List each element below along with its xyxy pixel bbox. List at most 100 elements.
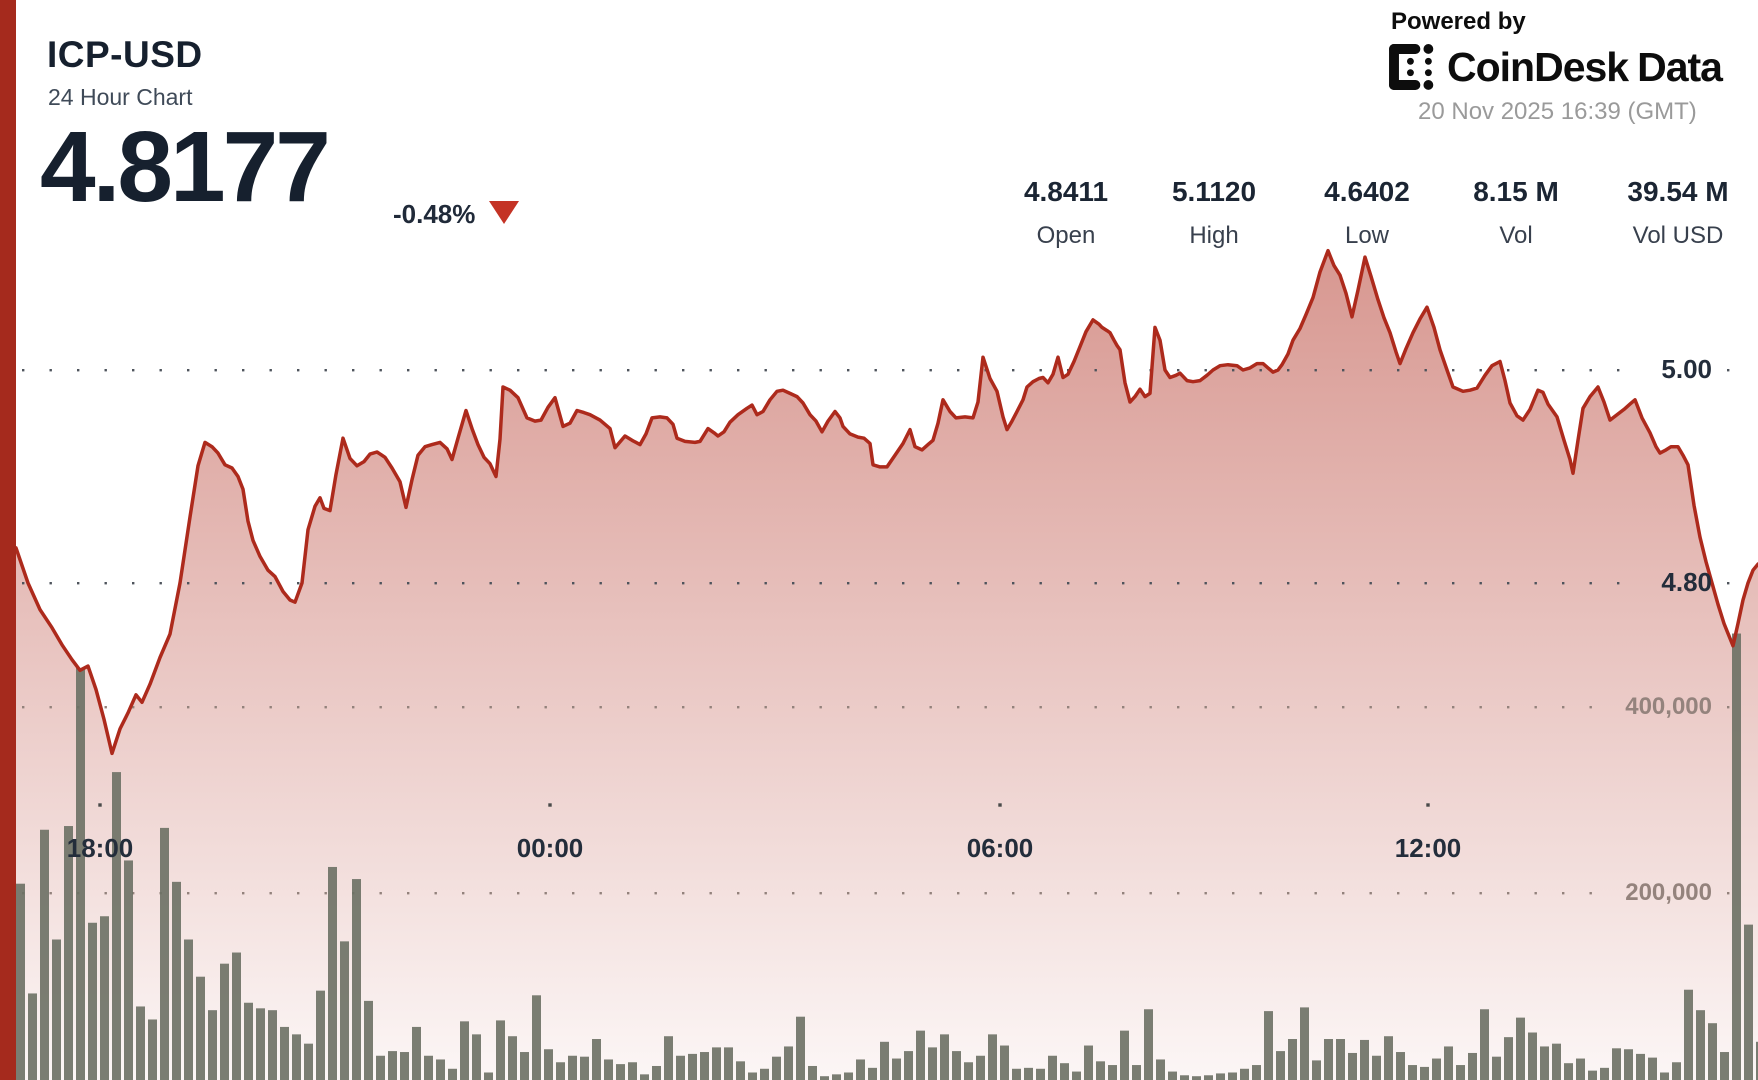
volume-bar: [964, 1062, 973, 1080]
volume-bar: [928, 1047, 937, 1080]
volume-gridline-dot: [434, 706, 437, 709]
volume-bar: [544, 1049, 553, 1080]
volume-bar: [1468, 1052, 1477, 1080]
volume-bar: [1444, 1046, 1453, 1080]
volume-gridline-dot: [682, 892, 685, 895]
volume-bar: [904, 1051, 913, 1080]
volume-bar: [592, 1039, 601, 1080]
price-gridline-dot: [214, 582, 217, 585]
volume-gridline-dot: [1039, 892, 1042, 895]
volume-gridline-dot: [984, 706, 987, 709]
price-line: [14, 248, 1758, 756]
volume-gridline-dot: [599, 892, 602, 895]
price-gridline-dot: [764, 369, 767, 372]
price-gridline-dot: [1397, 369, 1400, 372]
volume-bar: [1156, 1059, 1165, 1080]
volume-gridline-dot: [1204, 892, 1207, 895]
volume-bar: [1744, 924, 1753, 1080]
volume-gridline-dot: [1314, 706, 1317, 709]
price-gridline-dot: [1259, 582, 1262, 585]
volume-gridline-dot: [1259, 892, 1262, 895]
symbol-title: ICP-USD: [47, 34, 203, 75]
volume-bar: [724, 1047, 733, 1080]
price-gridline-dot: [214, 369, 217, 372]
stat-volume-label: Vol: [1499, 222, 1533, 249]
volume-bar: [1528, 1032, 1537, 1080]
volume-gridline-dot: [1012, 706, 1015, 709]
volume-bar: [1588, 1070, 1597, 1080]
volume-gridline-dot: [1562, 892, 1565, 895]
volume-bar: [496, 1020, 505, 1080]
volume-bar: [1504, 1037, 1513, 1080]
coindesk-logo-text-data: Data: [1637, 43, 1723, 90]
volume-bar: [40, 829, 49, 1080]
volume-bar: [1732, 633, 1741, 1080]
volume-bar: [1420, 1066, 1429, 1080]
volume-bar: [148, 1019, 157, 1080]
price-gridline-dot: [49, 582, 52, 585]
price-gridline-dot: [187, 369, 190, 372]
price-axis-tick-480: 4.80: [1661, 567, 1712, 597]
volume-gridline-dot: [819, 892, 822, 895]
volume-gridline-dot: [1589, 892, 1592, 895]
volume-gridline-dot: [929, 892, 932, 895]
volume-gridline-dot: [654, 892, 657, 895]
price-gridline-dot: [1589, 582, 1592, 585]
volume-bar: [1756, 1041, 1758, 1080]
volume-bar: [772, 1056, 781, 1080]
volume-bar: [736, 1061, 745, 1080]
price-gridline-dot: [709, 582, 712, 585]
price-gridline-dot: [1507, 369, 1510, 372]
left-accent-stripe: [0, 0, 16, 1080]
price-down-arrow-icon: [489, 201, 519, 224]
volume-bar: [844, 1072, 853, 1080]
volume-bar: [940, 1034, 949, 1080]
volume-gridline-dot: [792, 706, 795, 709]
volume-bar: [1264, 1011, 1273, 1080]
price-gridline-dot: [1589, 369, 1592, 372]
volume-gridline-dot: [22, 706, 25, 709]
chart-subtitle: 24 Hour Chart: [48, 84, 193, 110]
price-gridline-dot: [407, 582, 410, 585]
volume-gridline-dot: [1479, 706, 1482, 709]
price-gridline-dot: [929, 369, 932, 372]
volume-gridline-dot: [654, 706, 657, 709]
volume-gridline-dot: [1314, 892, 1317, 895]
volume-bar: [556, 1062, 565, 1080]
coindesk-logo-icon: [1389, 44, 1434, 90]
price-gridline-dot: [242, 369, 245, 372]
price-gridline-dot: [1369, 582, 1372, 585]
volume-gridline-dot: [104, 706, 107, 709]
volume-gridline-dot: [544, 706, 547, 709]
volume-gridline-dot: [242, 706, 245, 709]
price-gridline-dot: [957, 582, 960, 585]
volume-bar: [76, 667, 85, 1080]
price-gridline-dot: [242, 582, 245, 585]
volume-bar: [1396, 1052, 1405, 1080]
stat-low: 4.6402 Low: [1275, 176, 1459, 250]
volume-gridline-dot: [874, 892, 877, 895]
price-gridline-dot: [1507, 582, 1510, 585]
volume-bar: [820, 1076, 829, 1080]
price-axis-tick-500: 5.00: [1661, 354, 1712, 384]
volume-gridline-dot: [1342, 892, 1345, 895]
volume-gridline-dot: [764, 892, 767, 895]
price-gridline-dot: [1177, 582, 1180, 585]
price-gridline-dot: [104, 582, 107, 585]
volume-bar: [748, 1072, 757, 1080]
stat-open: 4.8411 Open: [974, 176, 1158, 250]
price-gridline-dot: [599, 582, 602, 585]
price-gridline-dot: [792, 369, 795, 372]
volume-bar: [580, 1056, 589, 1080]
volume-bar: [1540, 1046, 1549, 1080]
volume-bar: [1120, 1030, 1129, 1080]
time-axis-tick-dot: [548, 803, 552, 807]
volume-gridline-dot: [1424, 706, 1427, 709]
volume-gridline-dot: [1067, 706, 1070, 709]
volume-bar: [520, 1052, 529, 1080]
price-gridline-dot: [407, 369, 410, 372]
volume-gridline-dot: [1204, 706, 1207, 709]
time-axis-label-06: 06:00: [966, 833, 1034, 863]
volume-gridline-dot: [324, 706, 327, 709]
volume-gridline-dot: [572, 706, 575, 709]
